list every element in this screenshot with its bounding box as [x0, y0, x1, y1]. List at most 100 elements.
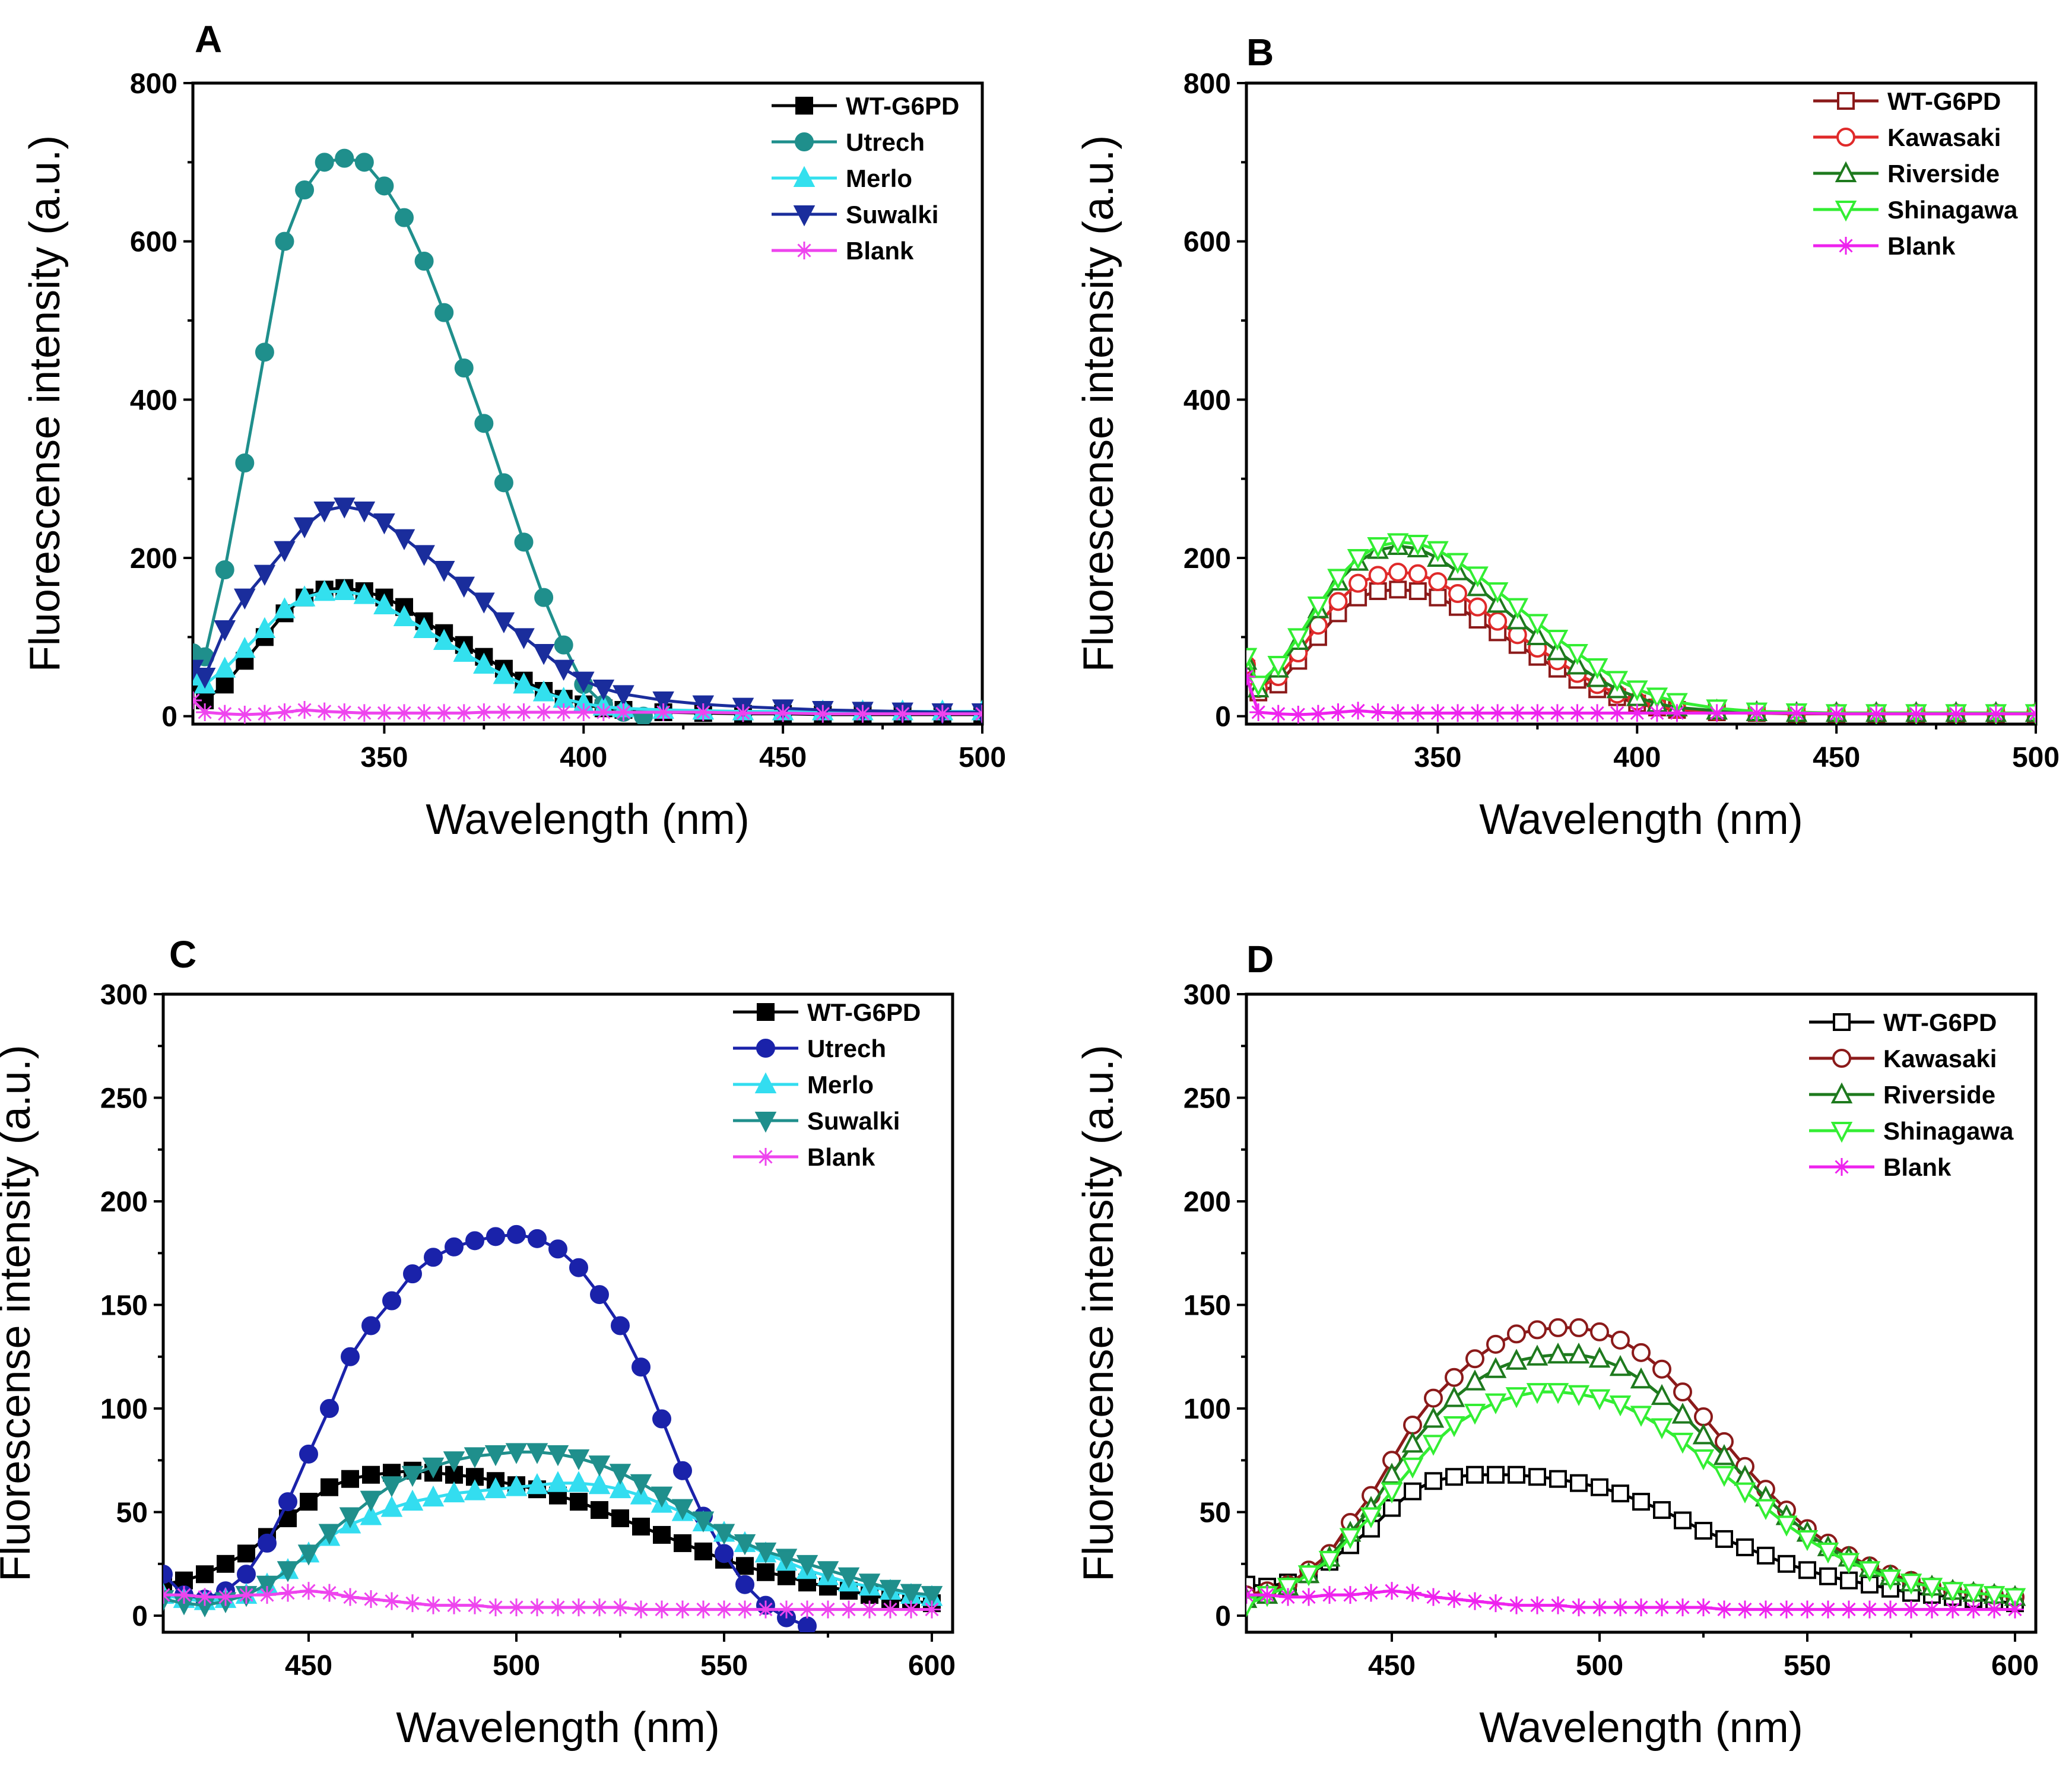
legend-marker [795, 132, 814, 151]
data-point [1566, 644, 1588, 665]
data-point [673, 1461, 692, 1480]
data-point [1487, 1594, 1505, 1613]
data-point [335, 148, 354, 168]
legend-label: WT-G6PD [1883, 1008, 1997, 1036]
data-point [1609, 1354, 1632, 1376]
data-point [1648, 704, 1666, 722]
legend: WT-G6PD Utrech Merlo Suwalki Blank [733, 998, 921, 1171]
data-point [424, 1248, 443, 1267]
data-point [373, 593, 395, 614]
data-point [382, 1291, 401, 1311]
legend-marker [793, 205, 816, 227]
data-point [1328, 592, 1348, 611]
legend-item: WT-G6PD [772, 92, 959, 120]
y-tick-label: 400 [1183, 385, 1231, 416]
legend-label: Kawasaki [1883, 1045, 1997, 1073]
data-point [1651, 1384, 1673, 1406]
data-point [715, 1544, 734, 1563]
legend-marker [795, 97, 813, 115]
data-point [840, 1600, 858, 1619]
data-point [1695, 1521, 1712, 1540]
data-point [196, 1565, 214, 1584]
legend-item: WT-G6PD [733, 998, 921, 1026]
legend-marker [1830, 1122, 1853, 1143]
series-riverside [1246, 1342, 2026, 1608]
data-point [395, 704, 414, 722]
data-point [320, 1399, 339, 1419]
y-tick-label: 0 [1215, 1601, 1231, 1632]
data-point [567, 1471, 590, 1492]
data-point [1307, 597, 1329, 618]
data-point [572, 671, 595, 693]
legend-label: Blank [1887, 232, 1956, 260]
data-point [613, 685, 634, 706]
data-point [837, 1567, 860, 1589]
data-point [1549, 1318, 1568, 1337]
data-point [1407, 535, 1429, 556]
x-tick-label: 500 [2012, 742, 2060, 773]
data-point [1449, 704, 1467, 722]
data-point [554, 703, 573, 721]
x-tick-label: 600 [908, 1650, 956, 1682]
data-point [360, 1490, 382, 1512]
y-axis-title: Fluorescense intensity (a.u.) [1075, 135, 1122, 672]
data-point [175, 1586, 193, 1604]
data-point [484, 1477, 507, 1499]
data-point [1817, 1542, 1839, 1564]
data-point [335, 703, 354, 721]
legend-item: Utrech [733, 1035, 886, 1062]
data-point [236, 706, 254, 724]
data-point [1757, 1600, 1775, 1619]
data-point [1309, 705, 1327, 723]
y-tick-label: 300 [1183, 979, 1231, 1011]
data-point [339, 1507, 361, 1528]
data-point [1549, 1470, 1567, 1488]
data-point [1429, 588, 1447, 607]
data-point [1526, 1383, 1549, 1404]
x-axis-title: Wavelength (nm) [1479, 1704, 1803, 1752]
data-point [275, 703, 294, 721]
data-point [341, 1588, 359, 1606]
y-tick-label: 800 [1183, 68, 1231, 100]
data-point [754, 1542, 777, 1564]
data-point [464, 1479, 486, 1500]
data-point [253, 617, 276, 638]
series-blank [1246, 668, 2036, 724]
legend-item: Shinagawa [1809, 1117, 2014, 1145]
data-point [1630, 1367, 1652, 1389]
data-point [1446, 553, 1469, 575]
data-point [1381, 1482, 1403, 1504]
legend-marker [757, 1148, 775, 1166]
data-point [923, 1600, 941, 1619]
data-point [1267, 656, 1290, 677]
data-point [424, 1596, 442, 1614]
y-tick-label: 250 [1183, 1083, 1231, 1115]
data-point [858, 1573, 881, 1595]
data-point [1526, 1344, 1549, 1366]
data-point [1840, 1571, 1858, 1590]
data-point [1674, 1598, 1692, 1617]
data-point [454, 358, 474, 377]
data-point [798, 1616, 817, 1632]
data-point [2006, 1600, 2024, 1619]
data-point [588, 1473, 611, 1495]
series-line [163, 1233, 808, 1627]
panel-letter: D [1246, 938, 1274, 981]
data-point [1734, 1482, 1756, 1504]
data-point [375, 704, 394, 722]
data-point [1867, 705, 1886, 723]
legend-marker [795, 242, 813, 259]
data-point [1528, 1468, 1546, 1486]
data-point [1408, 582, 1427, 600]
data-point [1404, 1584, 1421, 1602]
legend-label: Merlo [846, 164, 912, 192]
data-point [362, 1590, 380, 1608]
data-point [1388, 563, 1408, 582]
series-line [1246, 1589, 2015, 1611]
data-point [494, 703, 513, 721]
legend-marker [1835, 161, 1857, 182]
data-point [1445, 1368, 1464, 1387]
series-line [1246, 1353, 2016, 1601]
data-point [1606, 671, 1628, 692]
data-point [453, 576, 475, 598]
